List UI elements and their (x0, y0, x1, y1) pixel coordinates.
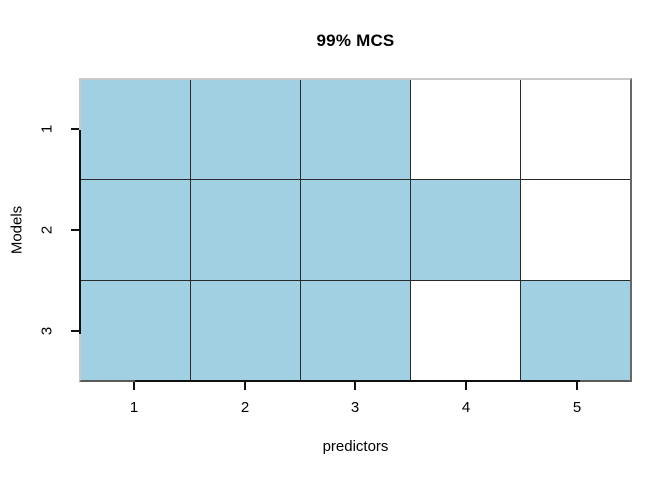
plot-area (79, 78, 632, 382)
heatmap-cell (81, 80, 190, 180)
y-axis-tick (71, 330, 79, 332)
x-axis-line (135, 379, 580, 382)
y-axis-line (79, 130, 82, 334)
heatmap-cell (81, 180, 190, 280)
heatmap-cell (301, 180, 410, 280)
heatmap-cell (301, 80, 410, 180)
heatmap-cell (521, 80, 630, 180)
heatmap-cell (191, 280, 300, 380)
heatmap-cell (301, 280, 410, 380)
heatmap-cell (521, 180, 630, 280)
y-axis-label: Models (8, 205, 26, 255)
x-axis-tick (244, 382, 246, 390)
heatmap-cell (411, 80, 520, 180)
heatmap-cell (411, 280, 520, 380)
heatmap-cell (191, 80, 300, 180)
x-axis-tick-label: 3 (350, 399, 360, 416)
x-axis-tick-label: 4 (461, 399, 471, 416)
x-axis-label: predictors (322, 438, 389, 455)
heatmap-cell (191, 180, 300, 280)
x-axis-tick-label: 2 (240, 399, 250, 416)
y-axis-tick-label: 1 (38, 124, 56, 134)
heatmap-cell (81, 280, 190, 380)
heatmap-cell (411, 180, 520, 280)
chart-title: 99% MCS (316, 31, 395, 50)
heatmap-cell (521, 280, 630, 380)
y-axis-tick-label: 3 (38, 326, 56, 336)
x-axis-tick (576, 382, 578, 390)
heatmap-grid (81, 80, 630, 380)
x-axis-tick-label: 5 (572, 399, 582, 416)
x-axis-tick (354, 382, 356, 390)
x-axis-tick (465, 382, 467, 390)
x-axis-tick (133, 382, 135, 390)
y-axis-tick (71, 229, 79, 231)
x-axis-tick-label: 1 (129, 399, 139, 416)
y-axis-tick (71, 128, 79, 130)
y-axis-tick-label: 2 (38, 225, 56, 235)
